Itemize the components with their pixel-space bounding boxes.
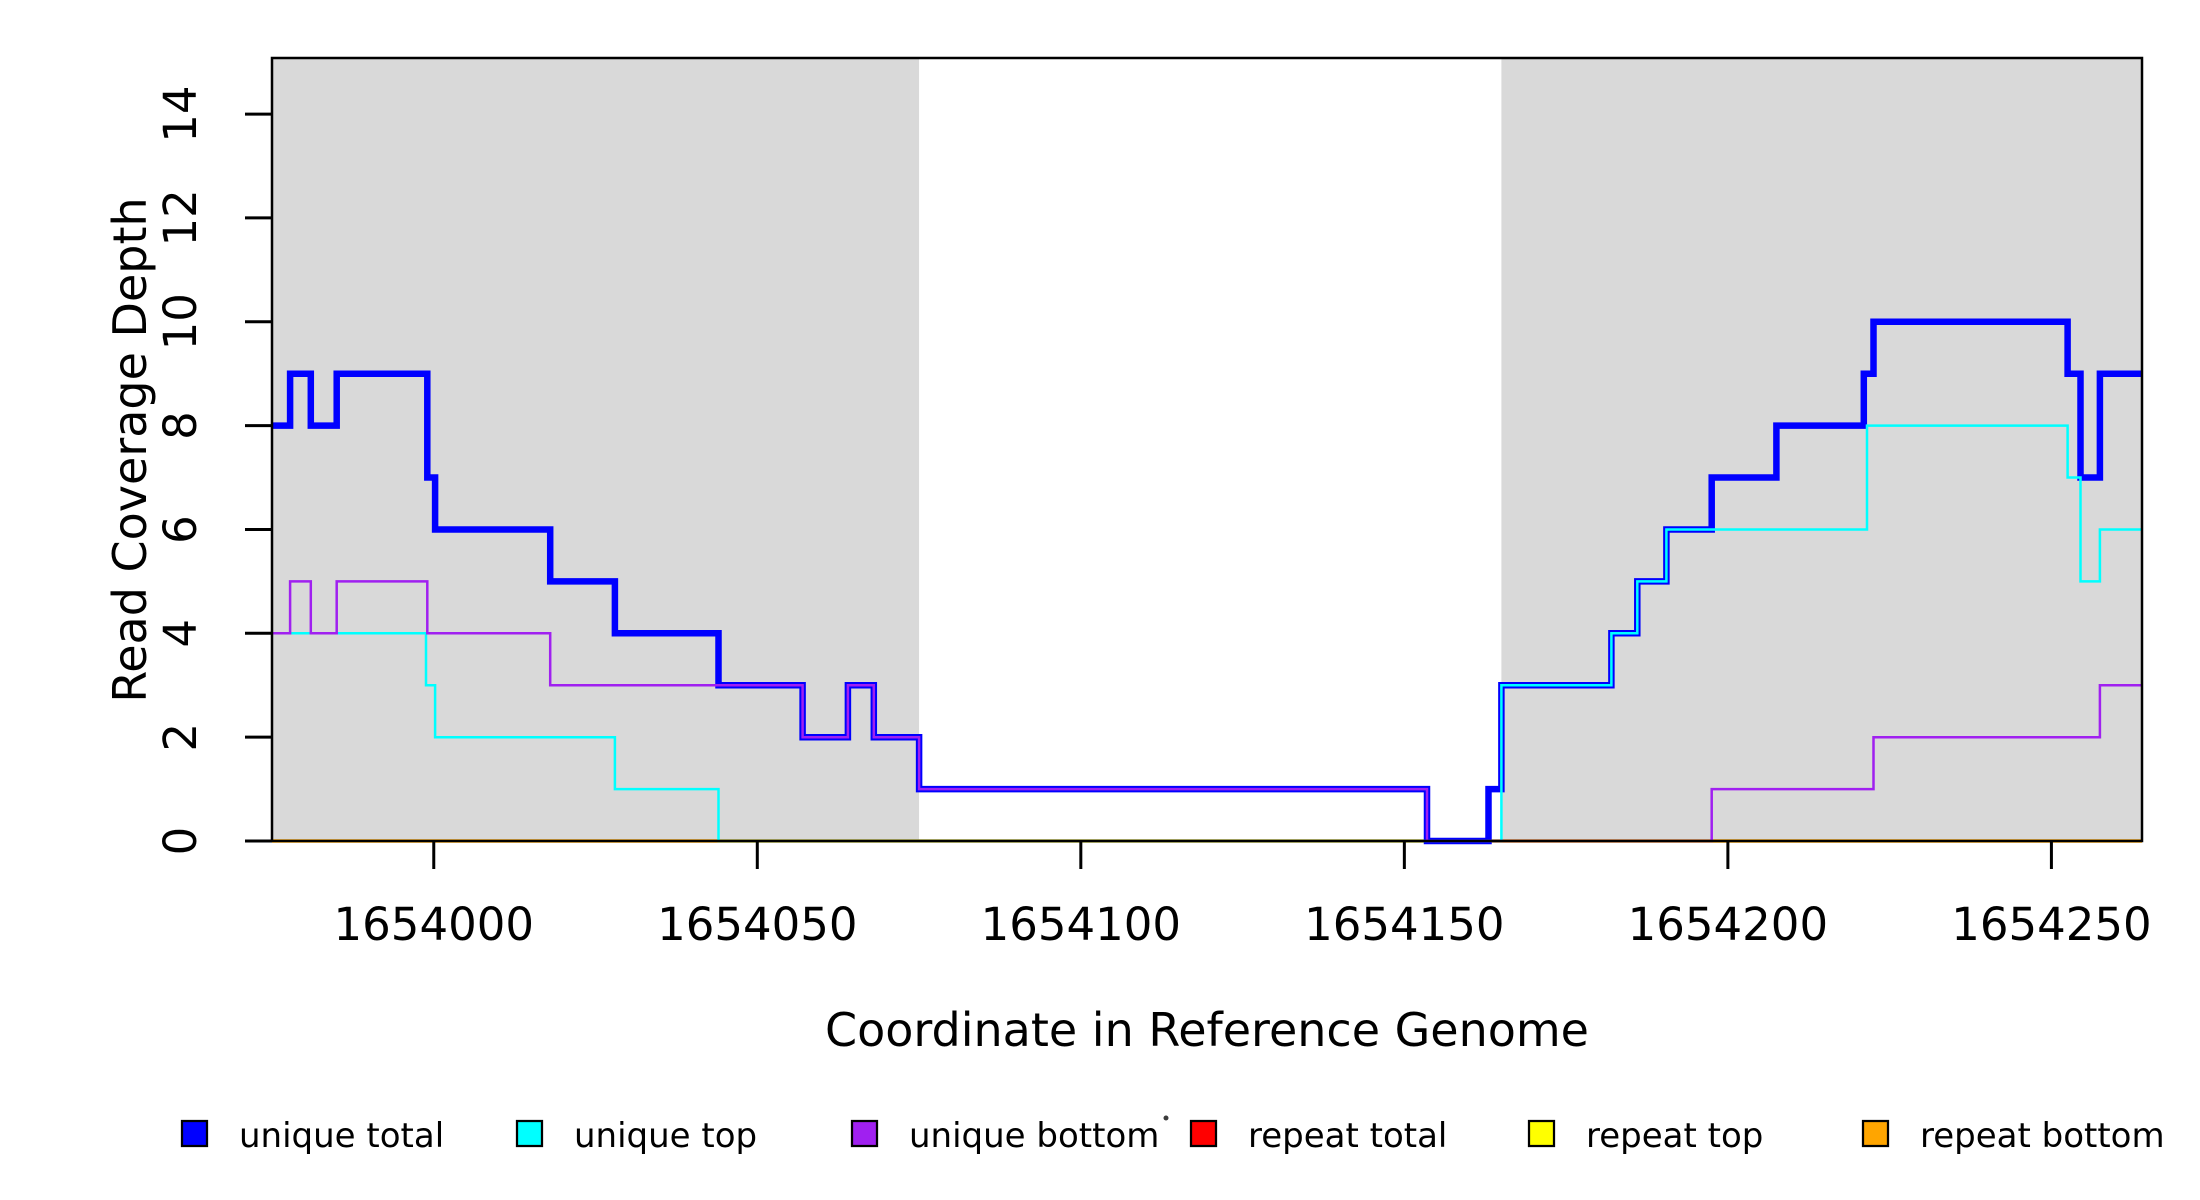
axes: 1654000 1654050 1654100 1654150 1654200 16542… [154,85,2152,951]
y-tick-label: 0 [154,827,207,856]
legend: unique total unique top unique bottom repea… [180,1116,2165,1156]
x-tick-label: 1654100 [981,898,1181,951]
legend-label: repeat top [1586,1116,1763,1156]
legend-label: repeat bottom [1920,1116,2165,1156]
legend-item-unique-top: unique top [515,1116,757,1156]
legend-label: unique top [574,1116,757,1156]
shaded-bands [272,58,2142,841]
legend-label: repeat total [1248,1116,1447,1156]
plot-box [270,56,2144,843]
legend-label: unique total [239,1116,444,1156]
x-tick-label: 1654000 [334,898,534,951]
legend-label: unique bottom [909,1116,1159,1156]
legend-swatch-unique-bottom [850,1119,879,1148]
legend-swatch-unique-total [180,1119,209,1148]
series-unique-bottom [272,580,2142,843]
y-tick-label: 10 [154,293,207,350]
legend-item-unique-bottom: unique bottom [850,1116,1159,1156]
x-tick-label: 1654050 [657,898,857,951]
legend-item-repeat-total: repeat total [1189,1116,1447,1156]
legend-swatch-repeat-top [1527,1119,1556,1148]
legend-item-unique-total: unique total [180,1116,444,1156]
shaded-band [272,58,920,841]
legend-swatch-repeat-total [1189,1119,1218,1148]
x-tick-label: 1654150 [1304,898,1504,951]
legend-swatch-unique-top [515,1119,544,1148]
stray-dot [1163,1115,1169,1121]
legend-swatch-repeat-bottom [1861,1119,1890,1148]
x-tick-label: 1654250 [1951,898,2151,951]
y-tick-label: 6 [154,515,207,544]
series-unique-top [272,424,2142,843]
legend-item-repeat-top: repeat top [1527,1116,1763,1156]
x-axis-title: Coordinate in Reference Genome [825,1003,1589,1057]
y-tick-label: 2 [154,723,207,752]
y-tick-label: 12 [154,189,207,246]
x-tick-label: 1654200 [1628,898,1828,951]
y-tick-label: 4 [154,619,207,648]
legend-item-repeat-bottom: repeat bottom [1861,1116,2165,1156]
y-tick-label: 14 [154,85,207,142]
y-axis-title: Read Coverage Depth [103,197,157,702]
shaded-band [1501,58,2142,841]
y-tick-label: 8 [154,411,207,440]
